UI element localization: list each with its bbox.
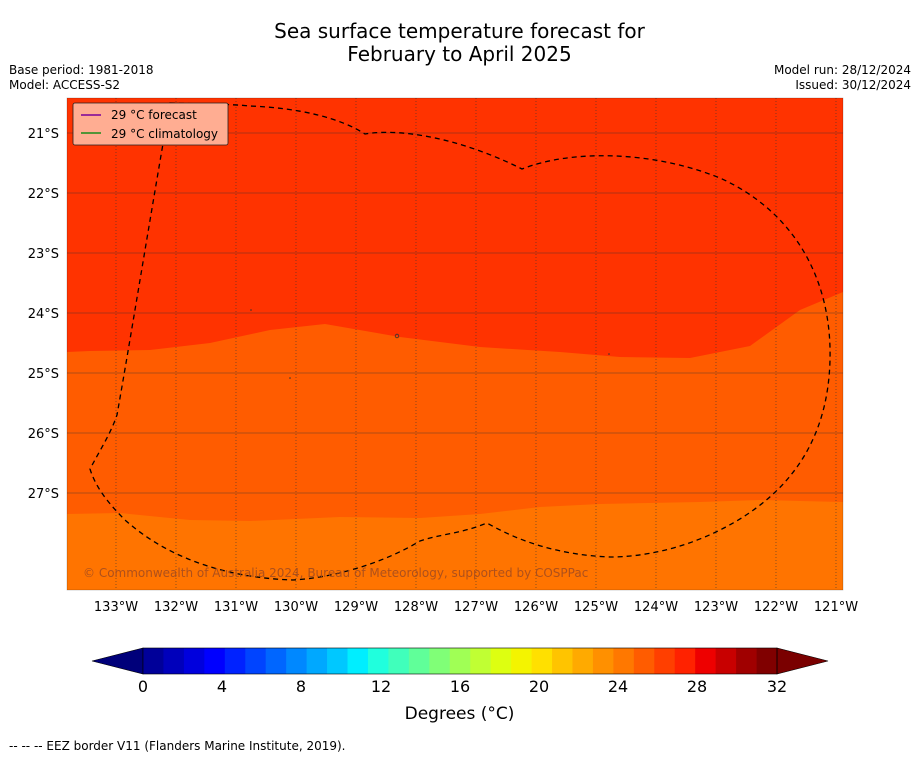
colorbar-tick-label: 24: [607, 677, 629, 696]
colorbar-tick-label: 8: [295, 677, 307, 696]
lon-label: 133°W: [94, 600, 138, 615]
map-legend: 29 °C forecast 29 °C climatology: [72, 102, 229, 146]
island-marker: [250, 309, 252, 311]
colorbar: [91, 647, 829, 675]
eez-footnote: -- -- -- EEZ border V11 (Flanders Marine…: [9, 739, 346, 753]
colorbar-cell: [470, 648, 492, 674]
lat-label: 24°S: [28, 307, 59, 322]
lon-label: 127°W: [454, 600, 498, 615]
colorbar-cell: [367, 648, 389, 674]
longitude-gridlines: [115, 98, 837, 590]
colorbar-cell: [163, 648, 185, 674]
colorbar-tick-label: 32: [766, 677, 788, 696]
colorbar-cell: [429, 648, 451, 674]
lon-label: 123°W: [694, 600, 738, 615]
colorbar-tick-label: 16: [449, 677, 471, 696]
colorbar-cell: [265, 648, 287, 674]
legend-box: [72, 102, 229, 146]
island-marker: [608, 353, 610, 355]
colorbar-unit-label: Degrees (°C): [404, 704, 515, 724]
lat-label: 26°S: [28, 427, 59, 442]
colorbar-cell: [531, 648, 553, 674]
legend-climatology-label: 29 °C climatology: [111, 127, 218, 141]
issued-date: Issued: 30/12/2024: [795, 78, 911, 92]
colorbar-tick-label: 4: [216, 677, 228, 696]
colorbar-cell: [245, 648, 267, 674]
lon-label: 128°W: [394, 600, 438, 615]
lon-label: 124°W: [634, 600, 678, 615]
colorbar-over-arrow: [776, 647, 829, 675]
colorbar-cell: [736, 648, 757, 674]
colorbar-cell: [613, 648, 635, 674]
colorbar-cell: [654, 648, 676, 674]
colorbar-cell: [327, 648, 348, 674]
lat-label: 27°S: [28, 487, 59, 502]
lat-label: 23°S: [28, 247, 59, 262]
lon-label: 131°W: [214, 600, 258, 615]
colorbar-cell: [306, 648, 328, 674]
lat-label: 22°S: [28, 187, 59, 202]
eez-border: [89, 102, 831, 581]
lon-label: 122°W: [754, 600, 798, 615]
lon-label: 125°W: [574, 600, 618, 615]
colorbar-tick-label: 12: [370, 677, 392, 696]
colorbar-cells: [143, 648, 778, 674]
colorbar-under-arrow: [91, 647, 144, 675]
colorbar-cell: [715, 648, 737, 674]
colorbar-tick-label: 0: [137, 677, 149, 696]
colorbar-cell: [408, 648, 430, 674]
band-above-28: [67, 98, 843, 358]
legend-forecast-label: 29 °C forecast: [111, 108, 197, 122]
colorbar-cell: [592, 648, 614, 674]
latitude-labels: 21°S 22°S 23°S 24°S 25°S 26°S 27°S: [28, 127, 59, 502]
colorbar-cell: [674, 648, 696, 674]
map-frame: [66, 97, 844, 591]
longitude-labels: 133°W 132°W 131°W 130°W 129°W 128°W 127°…: [94, 600, 858, 615]
colorbar-cell: [224, 648, 246, 674]
colorbar-cell: [347, 648, 369, 674]
chart-title-line-1: Sea surface temperature forecast for: [274, 19, 645, 43]
copyright-watermark: © Commonwealth of Australia 2024, Bureau…: [83, 566, 588, 580]
base-period: Base period: 1981-2018: [9, 63, 154, 77]
island-marker: [394, 333, 400, 339]
lat-label: 25°S: [28, 367, 59, 382]
colorbar-cell: [143, 648, 164, 674]
lon-label: 129°W: [334, 600, 378, 615]
lat-label: 21°S: [28, 127, 59, 142]
colorbar-cell: [388, 648, 410, 674]
island-marker: [289, 377, 291, 379]
colorbar-tick-label: 20: [528, 677, 550, 696]
lon-label: 130°W: [274, 600, 318, 615]
colorbar-cell: [633, 648, 655, 674]
colorbar-cell: [511, 648, 532, 674]
colorbar-cell: [695, 648, 717, 674]
colorbar-cell: [572, 648, 594, 674]
colorbar-tick-label: 28: [686, 677, 708, 696]
colorbar-cell: [183, 648, 205, 674]
chart-title-line-2: February to April 2025: [347, 42, 572, 66]
lon-label: 126°W: [514, 600, 558, 615]
lon-label: 132°W: [154, 600, 198, 615]
colorbar-cell: [449, 648, 471, 674]
colorbar-cell: [756, 648, 778, 674]
colorbar-cell: [490, 648, 512, 674]
model-run: Model run: 28/12/2024: [773, 63, 911, 77]
colorbar-outline: [142, 647, 778, 675]
colorbar-cell: [286, 648, 308, 674]
model-name: Model: ACCESS-S2: [9, 78, 121, 92]
colorbar-cell: [204, 648, 226, 674]
map-figure: 29 °C forecast 29 °C climatology © Commo…: [28, 97, 858, 675]
colorbar-cell: [552, 648, 573, 674]
lon-label: 121°W: [814, 600, 858, 615]
